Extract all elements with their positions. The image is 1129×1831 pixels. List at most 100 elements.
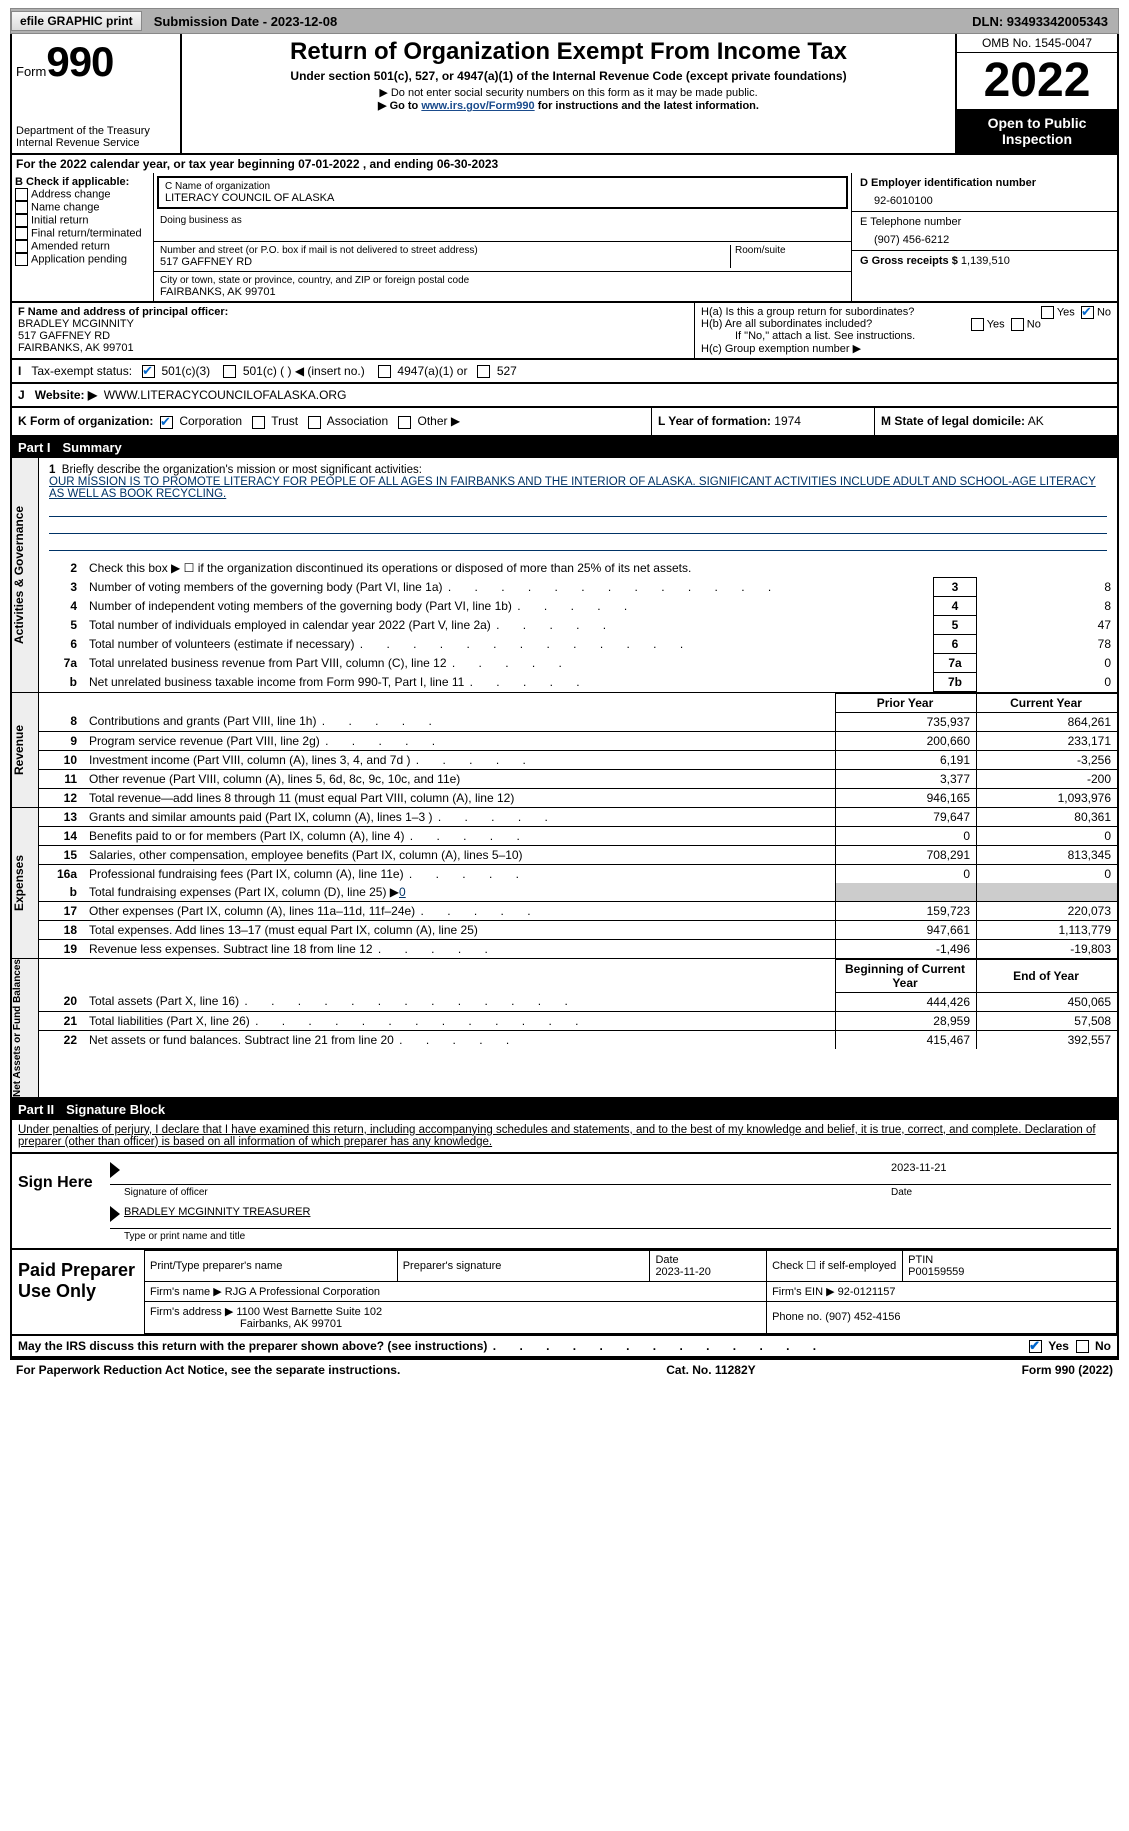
discuss-yes[interactable] xyxy=(1029,1340,1042,1353)
note-goto-post: for instructions and the latest informat… xyxy=(535,100,759,112)
line-13: Grants and similar amounts paid (Part IX… xyxy=(89,810,432,824)
no-1: No xyxy=(1097,306,1111,318)
v-16b: 0 xyxy=(399,885,406,899)
k-o1: Corporation xyxy=(179,414,242,428)
open-to-public: Open to Public Inspection xyxy=(957,109,1117,153)
cb-assoc[interactable] xyxy=(308,416,321,429)
checkbox-address[interactable] xyxy=(15,188,28,201)
line-17: Other expenses (Part IX, column (A), lin… xyxy=(89,904,415,918)
form-number: 990 xyxy=(46,38,113,85)
line-21: Total liabilities (Part X, line 26) xyxy=(89,1014,250,1028)
cb-501c3[interactable] xyxy=(142,365,155,378)
dept-label: Department of the Treasury Internal Reve… xyxy=(16,125,176,149)
typed-label: Type or print name and title xyxy=(124,1231,1111,1242)
p-8: 735,937 xyxy=(836,712,977,731)
p-11: 3,377 xyxy=(836,769,977,788)
block-i: I Tax-exempt status: 501(c)(3) 501(c) ( … xyxy=(10,360,1119,384)
prep-ptin: P00159559 xyxy=(908,1266,964,1278)
i-o4: 527 xyxy=(497,364,517,378)
hdr-ey: End of Year xyxy=(977,959,1118,992)
part2-label: Part II xyxy=(18,1102,54,1117)
checkbox-final[interactable] xyxy=(15,227,28,240)
firm-addr2: Fairbanks, AK 99701 xyxy=(240,1318,342,1330)
irs-link[interactable]: www.irs.gov/Form990 xyxy=(421,100,534,112)
city-label: City or town, state or province, country… xyxy=(160,275,845,286)
arrow-icon xyxy=(110,1162,120,1178)
officer-addr2: FAIRBANKS, AK 99701 xyxy=(18,342,688,354)
c-21: 57,508 xyxy=(977,1011,1118,1030)
mission-label: Briefly describe the organization's miss… xyxy=(62,464,422,476)
line-5: Total number of individuals employed in … xyxy=(89,618,491,632)
checkbox-initial[interactable] xyxy=(15,214,28,227)
cb-trust[interactable] xyxy=(252,416,265,429)
p-17: 159,723 xyxy=(836,901,977,920)
p-21: 28,959 xyxy=(836,1011,977,1030)
paid-preparer-block: Paid Preparer Use Only Print/Type prepar… xyxy=(10,1250,1119,1336)
i-label: Tax-exempt status: xyxy=(31,364,132,378)
cat-no: Cat. No. 11282Y xyxy=(666,1363,755,1377)
m-label: M State of legal domicile: xyxy=(881,414,1025,428)
c-16a: 0 xyxy=(977,864,1118,883)
efile-print-button[interactable]: efile GRAPHIC print xyxy=(11,11,142,31)
pra-notice: For Paperwork Reduction Act Notice, see … xyxy=(16,1363,400,1377)
c-11: -200 xyxy=(977,769,1118,788)
ha-yes[interactable] xyxy=(1041,306,1054,319)
cb-other[interactable] xyxy=(398,416,411,429)
cb-4947[interactable] xyxy=(378,365,391,378)
p-12: 946,165 xyxy=(836,788,977,807)
p-13: 79,647 xyxy=(836,808,977,827)
discuss-q: May the IRS discuss this return with the… xyxy=(18,1339,487,1353)
block-klm: K Form of organization: Corporation Trus… xyxy=(10,408,1119,436)
decl-text: Under penalties of perjury, I declare th… xyxy=(18,1124,1096,1148)
ein: 92-6010100 xyxy=(860,189,1109,207)
summary-block: Activities & Governance 1 Briefly descri… xyxy=(10,458,1119,1099)
top-bar: efile GRAPHIC print Submission Date - 20… xyxy=(10,8,1119,34)
c-22: 392,557 xyxy=(977,1030,1118,1049)
line-20: Total assets (Part X, line 16) xyxy=(89,994,239,1008)
p-9: 200,660 xyxy=(836,731,977,750)
val-7a: 0 xyxy=(977,653,1118,672)
sig-officer-label: Signature of officer xyxy=(124,1187,208,1198)
hb-label: H(b) Are all subordinates included? xyxy=(701,318,872,330)
k-o4: Other ▶ xyxy=(418,414,461,428)
cb-corp[interactable] xyxy=(160,416,173,429)
checkbox-name[interactable] xyxy=(15,201,28,214)
p-15: 708,291 xyxy=(836,845,977,864)
part2-header: Part II Signature Block xyxy=(10,1099,1119,1120)
b-item-2: Initial return xyxy=(31,214,88,226)
sig-date-label: Date xyxy=(891,1187,1111,1198)
checkbox-amended[interactable] xyxy=(15,240,28,253)
b-item-4: Amended return xyxy=(31,240,110,252)
line-12: Total revenue—add lines 8 through 11 (mu… xyxy=(85,788,836,807)
firm-ein: 92-0121157 xyxy=(838,1286,896,1298)
checkbox-pending[interactable] xyxy=(15,253,28,266)
prep-c3: Date xyxy=(655,1254,678,1266)
val-4: 8 xyxy=(977,596,1118,615)
line-11: Other revenue (Part VIII, column (A), li… xyxy=(89,772,460,786)
cb-527[interactable] xyxy=(477,365,490,378)
i-o2: 501(c) ( ) ◀ (insert no.) xyxy=(243,364,365,378)
year-formation: 1974 xyxy=(774,414,801,428)
hb-no[interactable] xyxy=(1011,318,1024,331)
hb-yes[interactable] xyxy=(971,318,984,331)
discuss-no[interactable] xyxy=(1076,1340,1089,1353)
line-6: Total number of volunteers (estimate if … xyxy=(89,637,354,651)
firm-name: RJG A Professional Corporation xyxy=(225,1286,380,1298)
line-3: Number of voting members of the governin… xyxy=(89,580,443,594)
b-item-3: Final return/terminated xyxy=(31,227,142,239)
line-18: Total expenses. Add lines 13–17 (must eq… xyxy=(85,920,836,939)
part1-title: Summary xyxy=(63,440,122,455)
cb-501c[interactable] xyxy=(223,365,236,378)
form-footer: Form 990 (2022) xyxy=(1022,1363,1113,1377)
hdr-cy: Current Year xyxy=(977,693,1118,712)
p-10: 6,191 xyxy=(836,750,977,769)
f-label: F Name and address of principal officer: xyxy=(18,306,688,318)
ha-no[interactable] xyxy=(1081,306,1094,319)
line-10: Investment income (Part VIII, column (A)… xyxy=(89,753,410,767)
c-13: 80,361 xyxy=(977,808,1118,827)
line-15: Salaries, other compensation, employee b… xyxy=(85,845,836,864)
line-7b: Net unrelated business taxable income fr… xyxy=(89,675,464,689)
officer-addr1: 517 GAFFNEY RD xyxy=(18,330,688,342)
line-19: Revenue less expenses. Subtract line 18 … xyxy=(89,942,373,956)
line-4: Number of independent voting members of … xyxy=(89,599,512,613)
